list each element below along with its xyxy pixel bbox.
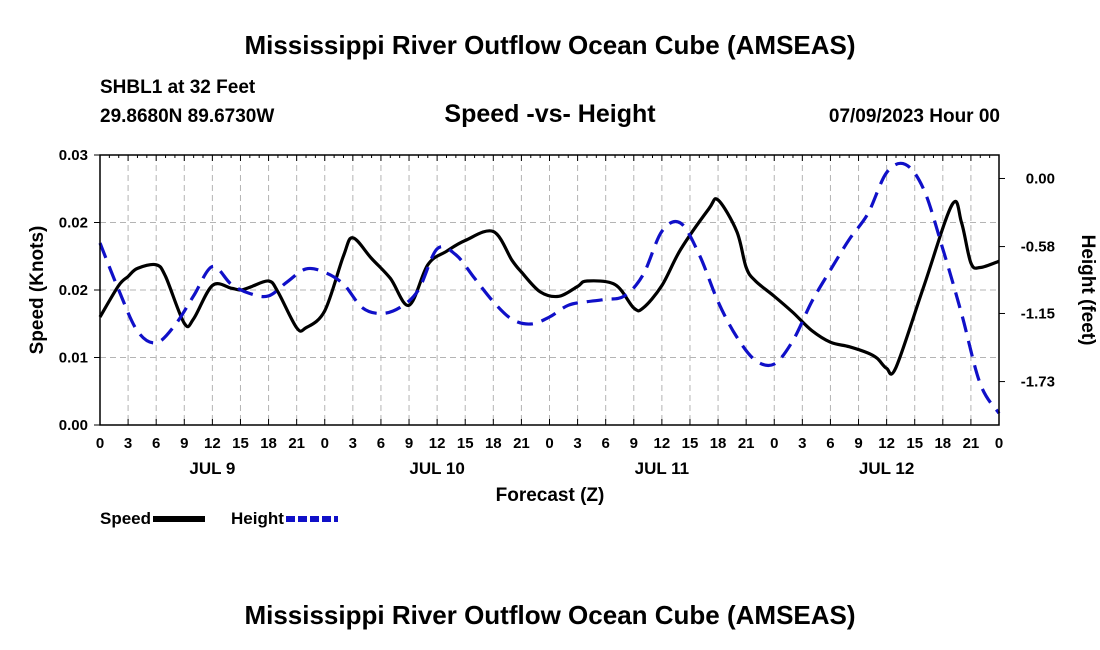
x-tick-label: 3 — [573, 435, 581, 452]
y-left-tick-label: 0.00 — [59, 417, 88, 434]
x-tick-label: 9 — [630, 435, 638, 452]
axis-ticks — [94, 154, 1005, 426]
x-tick-label: 3 — [798, 435, 806, 452]
x-tick-label: 6 — [602, 435, 610, 452]
y-left-tick-label: 0.03 — [59, 147, 88, 164]
x-tick-label: 12 — [429, 435, 446, 452]
chart-title: Mississippi River Outflow Ocean Cube (AM… — [244, 30, 856, 60]
x-tick-label: 21 — [288, 435, 305, 452]
x-tick-label: 21 — [738, 435, 755, 452]
x-tick-label: 12 — [204, 435, 221, 452]
y-left-tick-label: 0.01 — [59, 350, 88, 367]
x-tick-label: 9 — [405, 435, 413, 452]
x-tick-label: 0 — [545, 435, 553, 452]
day-label: JUL 11 — [635, 459, 690, 478]
x-tick-label: 3 — [349, 435, 357, 452]
x-tick-label: 9 — [180, 435, 188, 452]
x-tick-label: 21 — [513, 435, 530, 452]
y-right-tick-label: -1.73 — [1021, 374, 1055, 391]
legend-speed: Speed — [100, 509, 206, 529]
x-tick-label: 15 — [906, 435, 923, 452]
x-tick-label: 15 — [232, 435, 249, 452]
x-tick-label: 18 — [260, 435, 277, 452]
grid-lines — [100, 155, 999, 425]
series-line-height — [98, 161, 1001, 415]
x-tick-label: 0 — [770, 435, 778, 452]
x-tick-label: 6 — [826, 435, 834, 452]
x-tick-label: 6 — [377, 435, 385, 452]
day-label: JUL 12 — [859, 459, 914, 478]
series-line-speed — [98, 197, 1000, 376]
x-tick-label: 9 — [854, 435, 862, 452]
y-left-tick-label: 0.02 — [59, 282, 88, 299]
x-tick-label: 0 — [995, 435, 1003, 452]
legend-height-swatch — [285, 516, 338, 522]
legend-speed-swatch — [153, 516, 206, 522]
x-tick-label: 15 — [457, 435, 474, 452]
y-left-tick-label: 0.02 — [59, 215, 88, 232]
x-axis-title: Forecast (Z) — [496, 485, 605, 506]
y-right-tick-label: -1.15 — [1021, 305, 1055, 322]
series-lines — [98, 161, 1001, 415]
x-tick-label: 15 — [682, 435, 699, 452]
x-tick-label: 6 — [152, 435, 160, 452]
day-label: JUL 10 — [409, 459, 464, 478]
day-label: JUL 9 — [189, 459, 235, 478]
chart-subtitle: Speed -vs- Height — [444, 100, 656, 128]
y-right-tick-label: -0.58 — [1021, 239, 1055, 256]
x-tick-label: 12 — [878, 435, 895, 452]
legend-height: Height — [231, 509, 338, 529]
x-tick-label: 12 — [654, 435, 671, 452]
y-right-axis-title: Height (feet) — [1077, 235, 1098, 346]
x-tick-label: 18 — [710, 435, 727, 452]
legend-speed-label: Speed — [100, 509, 152, 528]
x-tick-label: 0 — [321, 435, 329, 452]
legend-height-label: Height — [231, 509, 284, 528]
forecast-timestamp: 07/09/2023 Hour 00 — [828, 106, 1000, 127]
footer-title: Mississippi River Outflow Ocean Cube (AM… — [244, 600, 856, 630]
station-label: SHBL1 at 32 Feet — [100, 77, 256, 98]
y-left-axis-title: Speed (Knots) — [27, 226, 48, 355]
coordinates-label: 29.8680N 89.6730W — [100, 106, 275, 127]
x-tick-label: 21 — [963, 435, 980, 452]
y-right-tick-label: 0.00 — [1026, 170, 1055, 187]
x-tick-label: 18 — [934, 435, 951, 452]
axis-labels: 0 3 6 9 12 15 18 21 0 3 6 9 12 15 18 21 0 3 6 9 12 15 18 21 0 3 6 9… — [27, 147, 1098, 506]
x-tick-label: 0 — [96, 435, 104, 452]
x-tick-label: 18 — [485, 435, 502, 452]
x-tick-label: 3 — [124, 435, 132, 452]
